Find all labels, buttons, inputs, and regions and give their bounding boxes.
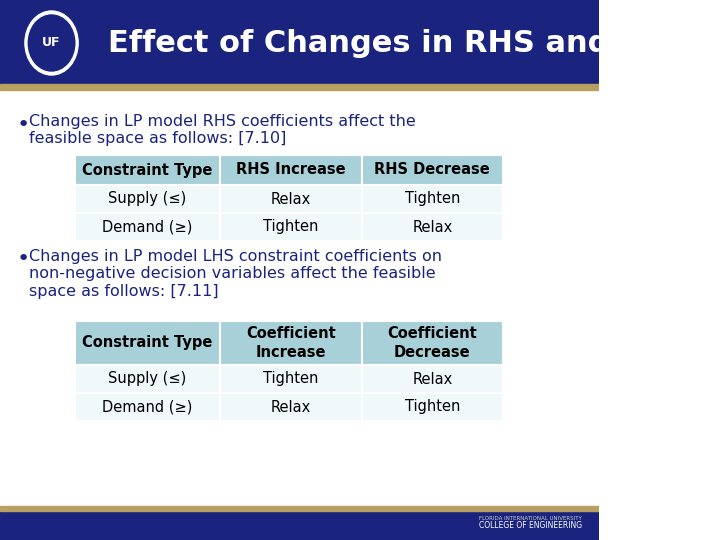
Text: Relax: Relax [412,372,452,387]
Text: •: • [17,249,30,269]
Text: Demand (≥): Demand (≥) [102,219,193,234]
Text: Relax: Relax [271,400,311,415]
Bar [220,213,361,241]
Circle shape [25,11,78,75]
Text: Relax: Relax [412,219,452,234]
Bar [361,365,503,393]
Text: Changes in LP model LHS constraint coefficients on
non-negative decision variabl: Changes in LP model LHS constraint coeff… [29,249,442,299]
Bar [220,393,361,421]
Text: •: • [17,115,30,135]
Text: Tighten: Tighten [405,400,460,415]
Bar [75,393,220,421]
Text: Tighten: Tighten [264,219,319,234]
Bar [361,213,503,241]
Bar [361,393,503,421]
Text: FLORIDA INTERNATIONAL UNIVERSITY: FLORIDA INTERNATIONAL UNIVERSITY [479,516,582,521]
Text: Supply (≤): Supply (≤) [109,192,186,206]
Text: COLLEGE OF ENGINEERING: COLLEGE OF ENGINEERING [479,521,582,530]
Text: Coefficient
Decrease: Coefficient Decrease [387,326,477,360]
Text: Constraint Type: Constraint Type [82,335,212,350]
Text: Tighten: Tighten [264,372,319,387]
Bar [75,321,220,365]
Bar [361,321,503,365]
Bar [0,84,598,90]
Bar [0,510,598,540]
Bar [0,506,598,511]
Text: Coefficient
Increase: Coefficient Increase [246,326,336,360]
Circle shape [28,15,75,71]
Text: Tighten: Tighten [405,192,460,206]
Text: Changes in LP model RHS coefficients affect the
feasible space as follows: [7.10: Changes in LP model RHS coefficients aff… [29,114,416,146]
Bar [220,155,361,185]
Bar [75,213,220,241]
Text: Relax: Relax [271,192,311,206]
Text: Effect of Changes in RHS and LHS: Effect of Changes in RHS and LHS [108,29,687,57]
Bar [220,185,361,213]
Text: RHS Increase: RHS Increase [236,163,346,178]
Bar [361,155,503,185]
Bar [75,185,220,213]
Text: UF: UF [42,37,60,50]
Text: RHS Decrease: RHS Decrease [374,163,490,178]
Bar [220,321,361,365]
Bar [361,185,503,213]
Bar [0,0,598,85]
Text: Demand (≥): Demand (≥) [102,400,193,415]
Bar [220,365,361,393]
Text: Constraint Type: Constraint Type [82,163,212,178]
Text: Supply (≤): Supply (≤) [109,372,186,387]
Bar [75,365,220,393]
Bar [75,155,220,185]
